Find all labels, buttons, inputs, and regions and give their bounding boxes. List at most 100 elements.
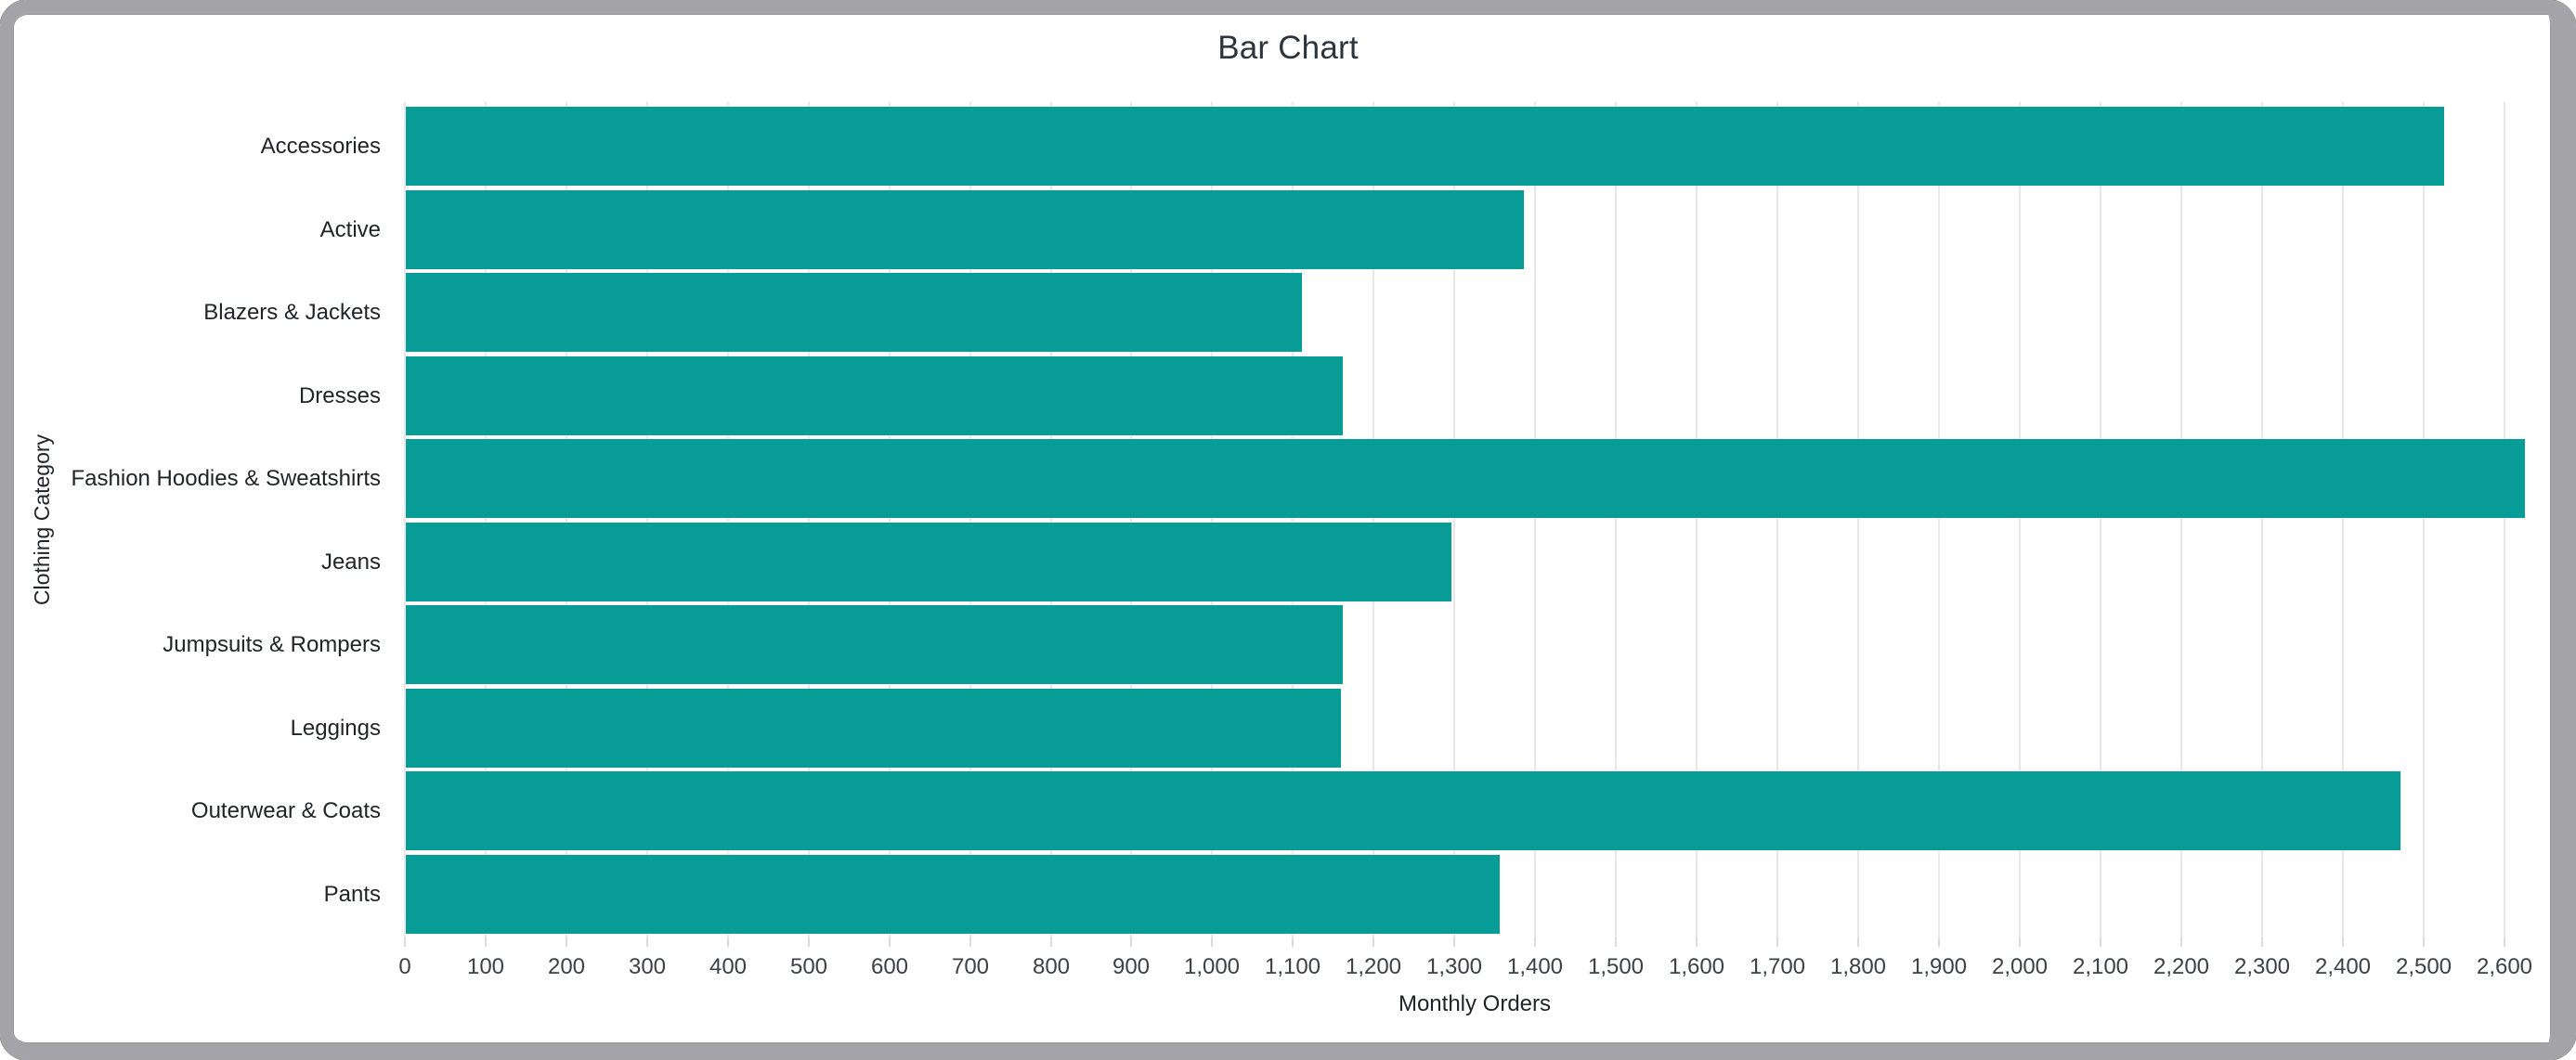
gridline (2100, 102, 2101, 937)
axis-tick-mark (1130, 937, 1132, 947)
x-axis-tick-label: 1,400 (1506, 954, 1564, 979)
y-axis-category-label: Accessories (260, 134, 381, 159)
gridline (1373, 102, 1374, 937)
x-axis-tick-label: 300 (628, 954, 667, 979)
axis-tick-mark (1776, 937, 1778, 947)
gridline (1050, 102, 1052, 937)
bar-jumpsuits-rompers[interactable] (406, 605, 1343, 684)
bar-outerwear-coats[interactable] (406, 771, 2400, 850)
gridline (646, 102, 648, 937)
y-axis-category-label: Pants (323, 882, 381, 907)
x-axis-tick-label: 600 (870, 954, 909, 979)
chart-title: Bar Chart (1217, 30, 1359, 66)
bar-accessories[interactable] (406, 107, 2444, 186)
axis-tick-mark (1857, 937, 1859, 947)
axis-tick-mark (1211, 937, 1213, 947)
gridline (1453, 102, 1455, 937)
axis-tick-mark (1696, 937, 1698, 947)
x-axis-tick-label: 1,600 (1668, 954, 1725, 979)
gridline (889, 102, 891, 937)
axis-tick-mark (646, 937, 648, 947)
y-axis-category-label: Dresses (298, 383, 381, 408)
gridline (1615, 102, 1617, 937)
y-axis-category-label: Outerwear & Coats (190, 798, 381, 823)
gridline (969, 102, 971, 937)
x-axis-title: Monthly Orders (1398, 991, 1552, 1016)
axis-tick-mark (727, 937, 729, 947)
bar-dresses[interactable] (406, 356, 1343, 435)
axis-tick-mark (1534, 937, 1536, 947)
gridline (566, 102, 567, 937)
x-axis-tick-label: 2,600 (2476, 954, 2533, 979)
x-axis-tick-label: 1,100 (1264, 954, 1321, 979)
bar-leggings[interactable] (406, 689, 1341, 768)
y-axis-category-label: Fashion Hoodies & Sweatshirts (71, 466, 382, 491)
gridline (1211, 102, 1213, 937)
axis-tick-mark (2261, 937, 2263, 947)
axis-tick-mark (2019, 937, 2021, 947)
x-axis-tick-label: 400 (709, 954, 748, 979)
gridline (1696, 102, 1698, 937)
bar-active[interactable] (406, 190, 1524, 269)
x-axis-tick-label: 2,200 (2153, 954, 2210, 979)
gridline (2423, 102, 2425, 937)
y-axis-category-label: Active (319, 217, 381, 242)
x-axis-tick-label: 1,900 (1910, 954, 1968, 979)
x-axis-tick-label: 1,000 (1183, 954, 1241, 979)
x-axis-tick-label: 1,200 (1345, 954, 1402, 979)
x-axis-tick-label: 1,800 (1829, 954, 1887, 979)
gridline (1130, 102, 1132, 937)
axis-tick-mark (2342, 937, 2344, 947)
axis-tick-mark (2180, 937, 2182, 947)
axis-tick-mark (485, 937, 487, 947)
x-axis-tick-label: 2,100 (2072, 954, 2129, 979)
axis-tick-mark (1615, 937, 1617, 947)
axis-tick-mark (1453, 937, 1455, 947)
gridline (2261, 102, 2263, 937)
x-axis-tick-label: 2,300 (2233, 954, 2291, 979)
gridline (1292, 102, 1294, 937)
bar-fashion-hoodies-sweatshirts[interactable] (406, 439, 2525, 518)
axis-tick-mark (1292, 937, 1294, 947)
gridline (1534, 102, 1536, 937)
axis-tick-mark (1373, 937, 1374, 947)
axis-tick-mark (889, 937, 891, 947)
gridline (2180, 102, 2182, 937)
bar-jeans[interactable] (406, 523, 1451, 601)
axis-tick-mark (969, 937, 971, 947)
x-axis-tick-label: 700 (951, 954, 990, 979)
gridline (404, 102, 406, 937)
x-axis-tick-label: 1,300 (1425, 954, 1483, 979)
gridline (2019, 102, 2021, 937)
axis-tick-mark (808, 937, 810, 947)
y-axis-category-label: Blazers & Jackets (203, 300, 381, 325)
x-axis-tick-label: 2,400 (2314, 954, 2372, 979)
bar-pants[interactable] (406, 855, 1500, 934)
x-axis-tick-label: 1,700 (1749, 954, 1806, 979)
y-axis-title: Clothing Category (30, 433, 54, 606)
y-axis-category-label: Jumpsuits & Rompers (163, 632, 381, 657)
axis-tick-mark (1050, 937, 1052, 947)
x-axis-tick-label: 800 (1032, 954, 1071, 979)
axis-tick-mark (2423, 937, 2425, 947)
x-axis-tick-label: 0 (398, 954, 411, 979)
axis-tick-mark (2100, 937, 2101, 947)
x-axis-tick-label: 900 (1112, 954, 1151, 979)
x-axis-tick-label: 100 (466, 954, 505, 979)
gridline (2342, 102, 2344, 937)
x-axis-tick-label: 1,500 (1587, 954, 1645, 979)
gridline (1776, 102, 1778, 937)
bar-blazers-jackets[interactable] (406, 273, 1302, 352)
gridline (485, 102, 487, 937)
axis-tick-mark (2504, 937, 2505, 947)
gridline (2504, 102, 2505, 937)
gridline (727, 102, 729, 937)
axis-tick-mark (404, 937, 406, 947)
axis-tick-mark (566, 937, 567, 947)
y-axis-category-label: Leggings (290, 716, 381, 741)
x-axis-tick-label: 2,500 (2395, 954, 2452, 979)
x-axis-tick-label: 200 (547, 954, 586, 979)
gridline (1938, 102, 1940, 937)
